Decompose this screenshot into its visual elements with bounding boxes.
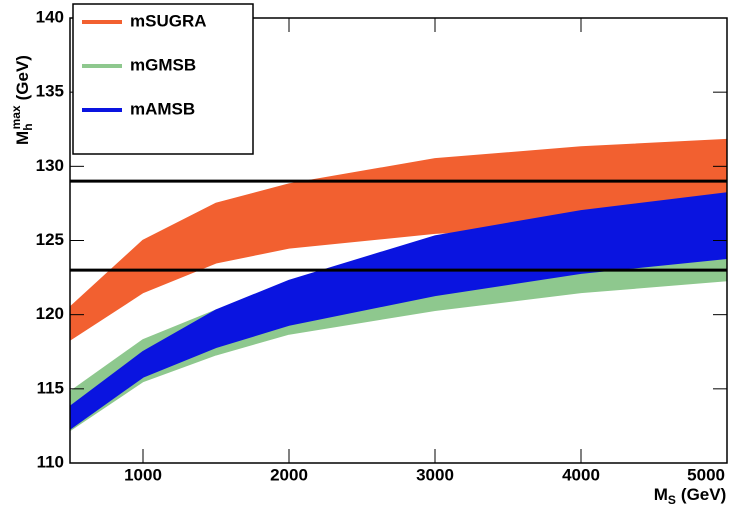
y-title-sub: h <box>21 123 35 130</box>
x-axis-title: MS (GeV) <box>654 485 727 507</box>
x-tick-label: 2000 <box>270 465 308 484</box>
y-tick-label: 110 <box>37 452 64 471</box>
band-edge <box>69 138 728 308</box>
y-tick-label: 130 <box>36 156 64 175</box>
band-edge <box>69 279 728 431</box>
y-tick-label: 125 <box>36 230 64 249</box>
band-edge <box>69 257 728 430</box>
legend-label: mGMSB <box>130 55 196 74</box>
y-title-sup: max <box>9 105 23 129</box>
y-axis-title: Mhmax (GeV) <box>9 55 35 145</box>
x-tick-label: 5000 <box>687 465 725 484</box>
x-tick-label: 4000 <box>562 465 600 484</box>
y-tick-label: 120 <box>36 304 64 323</box>
legend-label: mSUGRA <box>130 11 207 30</box>
x-title-main: M <box>654 485 668 504</box>
band <box>70 139 727 340</box>
legend-box <box>72 3 254 155</box>
x-title-sub: S <box>668 493 676 507</box>
x-title-unit: (GeV) <box>681 485 726 504</box>
y-title-unit: (GeV) <box>13 55 32 100</box>
legend-label: mAMSB <box>130 99 195 118</box>
y-tick-label: 140 <box>36 7 64 26</box>
x-tick-label: 3000 <box>416 465 454 484</box>
band-edge <box>69 192 728 408</box>
y-tick-label: 135 <box>36 82 64 101</box>
y-title-main: M <box>13 131 32 145</box>
x-tick-label: 1000 <box>124 465 162 484</box>
band <box>70 193 727 429</box>
y-tick-label: 115 <box>37 378 64 397</box>
